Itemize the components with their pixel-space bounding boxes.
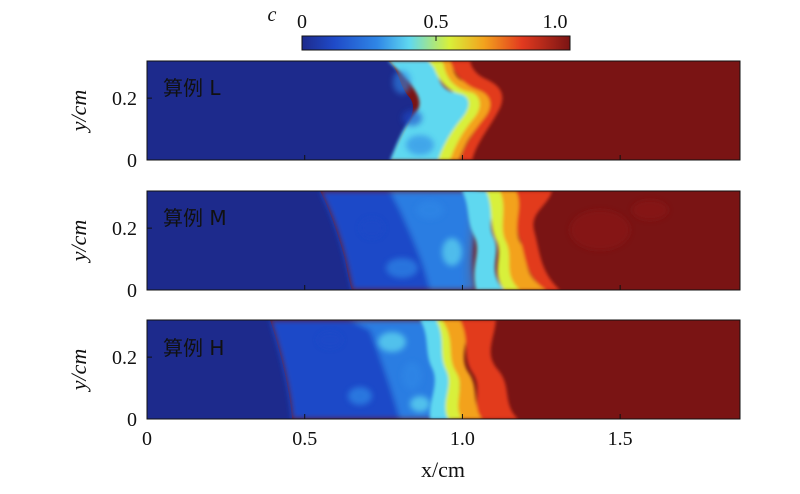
y-tick-label: 0.2: [112, 347, 137, 369]
x-tick-label: 0.5: [292, 428, 317, 450]
x-tick-label: 1.5: [608, 428, 633, 450]
panel-M-mixing-red: [516, 191, 560, 290]
panel-M-frame: [146, 190, 741, 291]
colorbar-label: c: [268, 4, 277, 26]
y-tick-label: 0: [127, 409, 137, 431]
x-tick-label: 1.0: [450, 428, 475, 450]
y-axis-label: y/cm: [66, 349, 91, 393]
y-tick-label: 0.2: [112, 88, 137, 110]
panel-M-low-region: [147, 191, 352, 290]
panel-M-mixing-yellow: [486, 191, 522, 290]
y-tick-label: 0: [127, 280, 137, 302]
panel-L-frame: [146, 60, 741, 161]
panel-M-label: 算例 M: [163, 206, 227, 230]
x-tick-label: 0: [142, 428, 152, 450]
axes: 0 0.2 y/cm 0 0.2 y/cm 0 0.2 y/cm 0 0.5 1.0 1.5: [66, 88, 633, 450]
panel-H-mixing-orange: [442, 320, 484, 419]
panel-M-mixing-orange: [500, 191, 548, 290]
colorbar-tick-label: 0.5: [424, 11, 449, 33]
panel-L-mixing-cyan: [388, 61, 484, 160]
panel-H: 算例 H: [146, 319, 741, 420]
panel-L-label: 算例 L: [163, 76, 221, 100]
panel-H-mixing-lightblue: [350, 320, 452, 419]
x-axis-label: x/cm: [421, 457, 465, 482]
panel-H-label: 算例 H: [163, 336, 224, 360]
panel-M: 算例 M: [146, 190, 741, 291]
panel-H-mixing-red: [460, 320, 518, 419]
y-tick-label: 0.2: [112, 218, 137, 240]
panel-H-mixing-yellow: [436, 320, 464, 419]
y-tick-label: 0: [127, 150, 137, 172]
colorbar: c 0 0.5 1.0: [268, 4, 571, 51]
colorbar-tick-label: 0: [297, 11, 307, 33]
panel-L: 算例 L: [146, 60, 741, 161]
y-axis-label: y/cm: [66, 90, 91, 134]
colorbar-tick-label: 1.0: [543, 11, 568, 33]
panel-M-mixing-cyan: [462, 191, 504, 290]
panel-H-low-region: [147, 320, 292, 419]
y-axis-label: y/cm: [66, 220, 91, 264]
panel-L-low-region: [147, 61, 413, 160]
panel-H-frame: [146, 319, 741, 420]
panel-M-mixing-lightblue: [390, 191, 479, 290]
panel-L-mixing-red: [450, 61, 503, 160]
